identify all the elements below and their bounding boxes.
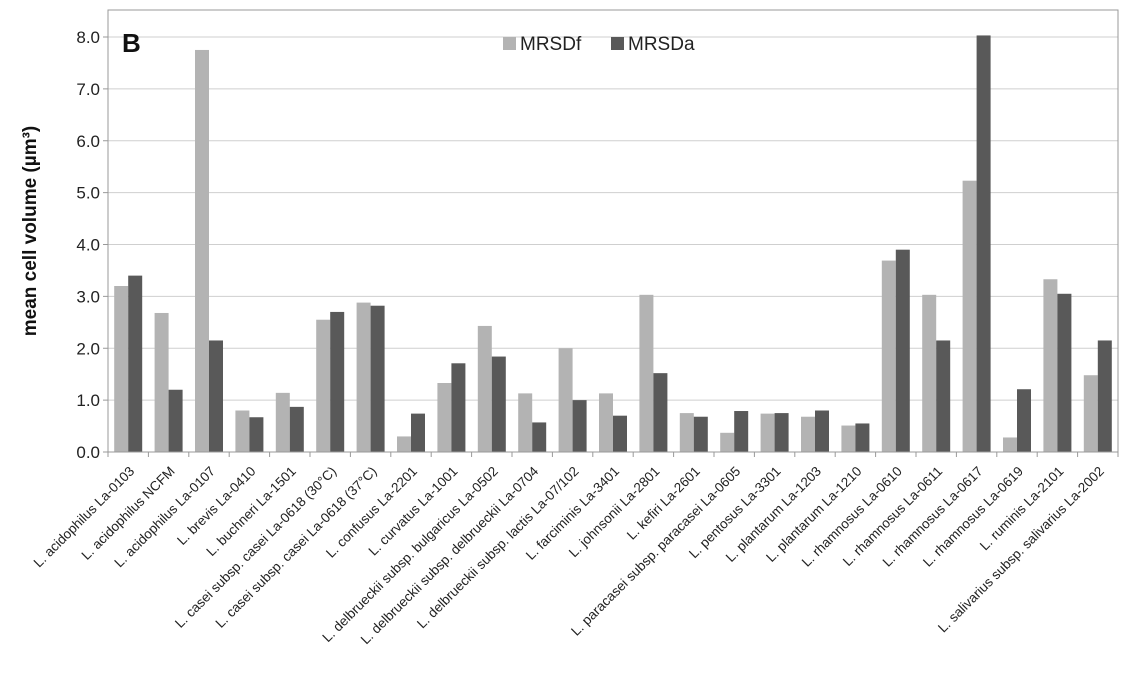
bar-mrsdf-12 [599, 393, 613, 452]
bar-mrsda-2 [209, 340, 223, 452]
bar-mrsda-11 [572, 400, 587, 452]
bar-mrsdf-4 [275, 392, 290, 452]
bar-mrsdf-16 [760, 413, 775, 452]
bar-mrsdf-21 [962, 180, 977, 452]
bar-mrsda-0 [128, 275, 143, 452]
bar-mrsdf-8 [437, 383, 452, 452]
legend-item-mrsda: MRSDa [611, 34, 695, 55]
bar-mrsda-21 [976, 35, 991, 452]
bar-mrsdf-15 [720, 432, 735, 452]
y-tick-label: 7.0 [76, 80, 100, 99]
y-tick-label: 5.0 [76, 184, 100, 203]
bar-mrsda-18 [855, 423, 870, 452]
y-tick-label: 2.0 [76, 339, 100, 358]
bar-mrsda-13 [653, 373, 668, 452]
y-tick-label: 4.0 [76, 236, 100, 255]
bar-mrsdf-24 [1083, 375, 1098, 452]
bar-mrsdf-23 [1043, 279, 1058, 452]
legend-label: MRSDa [628, 34, 695, 55]
bar-mrsda-15 [734, 411, 749, 452]
bar-mrsdf-18 [841, 425, 856, 452]
bar-mrsda-4 [289, 406, 304, 452]
bar-mrsdf-20 [922, 294, 937, 452]
bar-mrsda-5 [330, 311, 345, 452]
bar-mrsdf-11 [558, 348, 573, 452]
legend: MRSDf MRSDa [503, 34, 695, 55]
bar-mrsdf-7 [397, 436, 411, 452]
y-tick-label: 8.0 [76, 28, 100, 47]
bar-mrsdf-5 [316, 319, 331, 452]
bar-mrsdf-9 [477, 325, 492, 452]
legend-swatch [503, 37, 516, 50]
y-tick-label: 6.0 [76, 132, 100, 151]
bar-mrsdf-2 [195, 49, 209, 452]
bar-mrsdf-10 [518, 393, 533, 452]
bar-mrsda-10 [532, 422, 547, 452]
legend-item-mrsdf: MRSDf [503, 34, 582, 55]
bar-mrsda-22 [1017, 389, 1031, 452]
y-tick-labels: 0.0 1.0 2.0 3.0 4.0 5.0 6.0 7.0 8.0 [76, 28, 100, 462]
bar-mrsdf-17 [801, 416, 815, 452]
x-tick-marks [107, 452, 1119, 457]
bar-mrsda-24 [1097, 340, 1112, 452]
bar-mrsdf-13 [639, 294, 654, 452]
bar-mrsda-17 [815, 410, 829, 452]
bar-mrsda-9 [491, 356, 506, 452]
bar-mrsdf-0 [114, 286, 129, 452]
bar-mrsda-1 [168, 389, 183, 452]
bar-mrsda-8 [451, 363, 466, 452]
bar-mrsdf-19 [881, 260, 896, 452]
bar-mrsdf-22 [1003, 437, 1017, 452]
bar-mrsda-14 [693, 416, 708, 452]
bar-mrsda-12 [613, 415, 627, 452]
bar-mrsdf-14 [679, 413, 694, 452]
y-tick-label: 0.0 [76, 443, 100, 462]
bar-mrsda-3 [249, 417, 264, 452]
legend-swatch [611, 37, 624, 50]
bar-mrsda-16 [774, 413, 789, 452]
bar-mrsdf-1 [154, 312, 169, 452]
y-axis-label: mean cell volume (µm³) [20, 126, 41, 337]
bar-mrsda-23 [1057, 293, 1072, 452]
bars [114, 35, 1112, 452]
bar-mrsda-20 [936, 340, 951, 452]
bar-mrsdf-6 [356, 302, 371, 452]
bar-mrsdf-3 [235, 410, 250, 452]
y-tick-label: 1.0 [76, 391, 100, 410]
y-tick-label: 3.0 [76, 287, 100, 306]
bar-mrsda-7 [411, 413, 425, 452]
legend-label: MRSDf [520, 34, 582, 55]
panel-label: B [122, 28, 141, 58]
bar-mrsda-19 [895, 249, 910, 452]
plot-frame [107, 9, 1119, 453]
bar-mrsda-6 [370, 305, 385, 452]
